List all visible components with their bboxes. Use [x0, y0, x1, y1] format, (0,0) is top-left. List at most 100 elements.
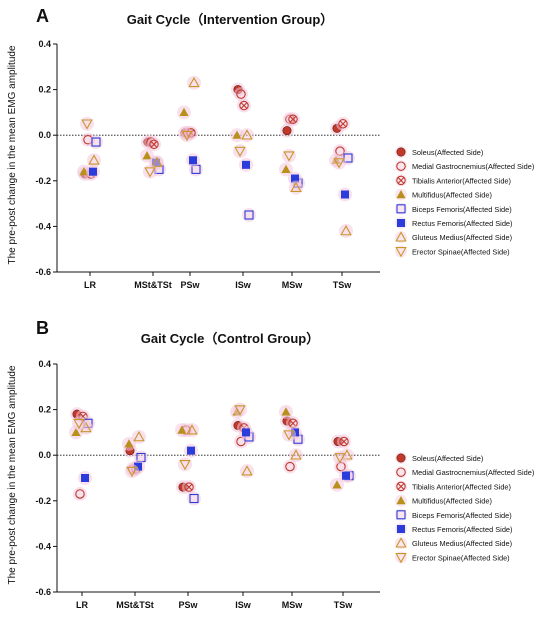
data-point [89, 167, 97, 176]
y-tick-label: 0.0 [38, 130, 51, 140]
legend-halo [395, 508, 407, 521]
x-tick-label: LR [76, 600, 88, 610]
legend-marker [395, 247, 407, 258]
data-point [81, 474, 89, 482]
data-point [177, 425, 187, 434]
scatter-plot-b: 0.4 0.2 0.0 -0.2 -0.4 -0.6 LR MSt&TSt PSw ISw MSw T… [35, 359, 534, 610]
legend-halo [395, 245, 407, 258]
legend-label: Multifidus(Affected Side) [412, 497, 492, 506]
y-tick-label: -0.6 [35, 587, 51, 597]
data-point [189, 156, 197, 165]
data-point [244, 210, 254, 220]
data-point [91, 137, 101, 147]
x-tick-label: MSw [282, 280, 304, 290]
y-tick-label: 0.2 [38, 85, 51, 95]
legend-marker [396, 175, 406, 186]
data-point [334, 453, 346, 464]
legend-marker [397, 525, 405, 533]
legend-label: Biceps Femoris(Affected Side) [412, 511, 512, 520]
data-point [81, 119, 93, 130]
panel-letter-a: A [36, 6, 49, 26]
data-point [283, 151, 295, 162]
y-tick-label: -0.4 [35, 221, 51, 231]
data-point [179, 459, 191, 471]
legend: Soleus(Affected Side) Medial Gastrocnemiu… [395, 452, 534, 564]
data-point [181, 130, 193, 142]
data-point [290, 449, 302, 460]
chart-title-b: Gait Cycle（Control Group） [141, 331, 319, 346]
legend-label: Soleus(Affected Side) [412, 454, 483, 463]
data-point [339, 436, 349, 447]
data-point [149, 139, 159, 150]
data-point [341, 190, 349, 199]
panel-letter-b: B [36, 318, 49, 338]
data-point [239, 100, 249, 111]
legend-label: Biceps Femoris(Affected Side) [412, 205, 512, 214]
y-axis-label-a: The pre-post change in the mean EMG ampl… [7, 45, 18, 264]
point-halo [73, 486, 87, 501]
data-point [184, 482, 194, 492]
legend-marker [396, 481, 406, 492]
legend-marker [396, 147, 406, 157]
legend-marker [396, 190, 406, 199]
data-point [288, 114, 298, 124]
data-point [75, 489, 85, 499]
data-point [189, 493, 199, 504]
legend-label: Tibialis Anterior(Affected Side) [412, 482, 511, 491]
data-point [236, 89, 246, 99]
legend-label: Gluteus Medius(Affected Side) [412, 539, 512, 548]
data-point [232, 130, 242, 139]
legend-label: Medial Gastrocnemius(Affected Side) [412, 162, 534, 171]
scatter-plot-a: 0.4 0.2 0.0 -0.2 -0.4 -0.6 LR MSt&TSt PSw ISw MSw T… [35, 39, 534, 290]
data-point [88, 154, 100, 165]
legend-label: Rectus Femoris(Affected Side) [412, 525, 513, 534]
point-halo [234, 87, 248, 102]
data-point [187, 446, 195, 455]
y-tick-label: 0.4 [38, 359, 51, 369]
data-point [332, 480, 342, 489]
legend-halo [395, 231, 407, 244]
data-point [151, 156, 163, 167]
data-point [133, 431, 145, 442]
data-point [188, 76, 200, 88]
data-point [333, 158, 345, 169]
y-tick-label: -0.6 [35, 267, 51, 277]
data-point [242, 160, 250, 169]
data-point [241, 465, 253, 476]
legend-marker [395, 553, 407, 564]
data-point [234, 146, 246, 158]
x-tick-label: TSw [333, 280, 353, 290]
y-tick-label: 0.4 [38, 39, 51, 49]
legend-label: Tibialis Anterior(Affected Side) [412, 176, 511, 185]
legend-label: Rectus Femoris(Affected Side) [412, 219, 513, 228]
x-tick-label: MSw [282, 600, 304, 610]
data-point [186, 424, 198, 435]
y-tick-label: -0.2 [35, 176, 51, 186]
legend-label: Erector Spinae(Affected Side) [412, 553, 510, 562]
legend-marker [397, 219, 405, 227]
legend-marker [396, 161, 406, 171]
data-point [73, 418, 85, 430]
x-tick-label: ISw [235, 600, 252, 610]
legend-label: Soleus(Affected Side) [412, 148, 483, 157]
legend-marker [396, 467, 406, 477]
point-halo [89, 135, 103, 150]
data-point [242, 428, 250, 437]
chart-title-a: Gait Cycle（Intervention Group） [127, 12, 334, 27]
data-point [291, 174, 299, 183]
point-halo [187, 491, 201, 506]
x-tick-label: MSt&TSt [116, 600, 154, 610]
point-halo [242, 208, 256, 222]
legend-marker [396, 510, 406, 520]
y-tick-label: -0.4 [35, 541, 51, 551]
data-point [342, 471, 350, 480]
x-tick-label: ISw [235, 280, 252, 290]
legend-halo [395, 202, 407, 215]
data-point [71, 427, 81, 436]
legend-label: Multifidus(Affected Side) [412, 191, 492, 200]
data-point [340, 225, 352, 236]
legend-marker [395, 231, 407, 242]
legend-label: Gluteus Medius(Affected Side) [412, 233, 512, 242]
data-point [234, 405, 246, 416]
data-point [134, 462, 142, 471]
